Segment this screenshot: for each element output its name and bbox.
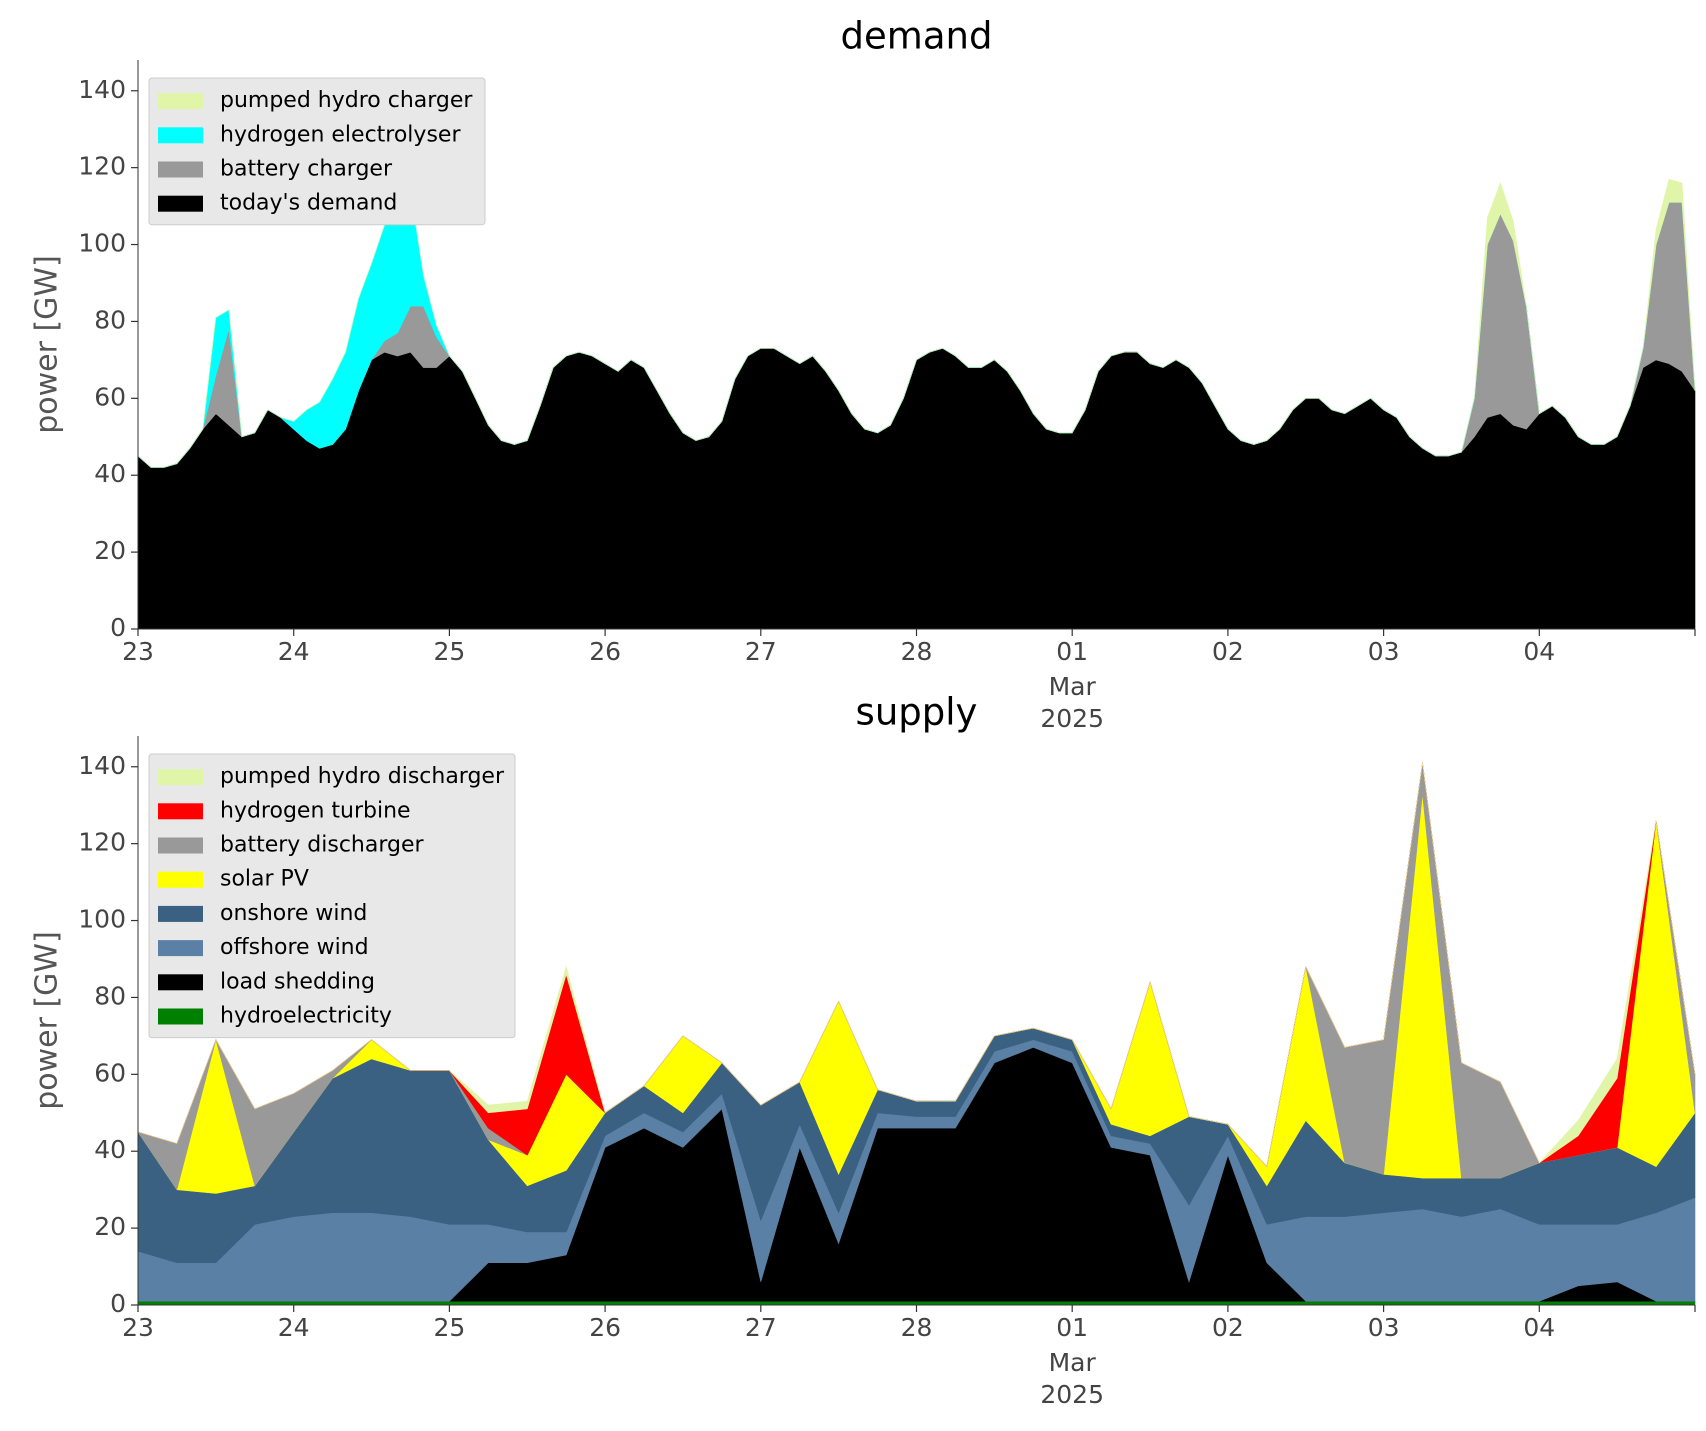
x-tick-label: 04 — [1523, 637, 1555, 666]
legend-label: offshore wind — [220, 935, 369, 960]
x-tick-label: 03 — [1368, 637, 1400, 666]
legend-swatch — [158, 93, 203, 110]
x-tick-label: 01 — [1056, 1313, 1088, 1342]
legend-label: pumped hydro discharger — [220, 764, 505, 789]
chart-title: demand — [841, 15, 993, 58]
legend-swatch — [158, 974, 203, 991]
legend-label: hydroelectricity — [220, 1004, 392, 1029]
x-tick-label: 23 — [122, 1313, 154, 1342]
legend-swatch — [158, 161, 203, 178]
legend-label: pumped hydro charger — [220, 88, 473, 113]
y-tick-label: 40 — [94, 1135, 126, 1164]
legend-label: battery charger — [220, 157, 393, 182]
legend-label: solar PV — [220, 867, 309, 892]
y-tick-label: 120 — [78, 828, 126, 857]
legend-swatch — [158, 837, 203, 854]
y-tick-label: 60 — [94, 382, 126, 411]
y-tick-label: 100 — [78, 905, 126, 934]
x-tick-label: 01 — [1056, 637, 1088, 666]
x-tick-sublabel: 2025 — [1040, 1380, 1104, 1409]
y-tick-label: 0 — [110, 1289, 126, 1318]
legend-swatch — [158, 195, 203, 212]
legend-label: hydrogen electrolyser — [220, 122, 461, 147]
x-tick-sublabel: Mar — [1049, 1348, 1097, 1377]
legend: pumped hydro charger hydrogen electrolyse… — [148, 77, 486, 226]
x-tick-label: 28 — [901, 637, 933, 666]
area-pumped-hydro-charger — [137, 178, 1696, 468]
x-tick-label: 03 — [1368, 1313, 1400, 1342]
x-tick-label: 27 — [745, 637, 777, 666]
legend-swatch — [158, 940, 203, 957]
y-tick-label: 60 — [94, 1058, 126, 1087]
legend-box — [148, 753, 516, 1039]
y-tick-label: 100 — [78, 229, 126, 258]
area-today-s-demand — [137, 347, 1696, 630]
y-tick-label: 40 — [94, 459, 126, 488]
x-tick-label: 24 — [278, 1313, 310, 1342]
x-tick-label: 25 — [433, 637, 465, 666]
legend-swatch — [158, 905, 203, 922]
legend-label: hydrogen turbine — [220, 798, 411, 823]
x-tick-sublabel: 2025 — [1040, 704, 1104, 733]
chart-title: supply — [856, 691, 978, 734]
y-tick-label: 80 — [94, 305, 126, 334]
y-tick-label: 20 — [94, 536, 126, 565]
y-axis-label: power [GW] — [30, 255, 65, 434]
legend-swatch — [158, 1008, 203, 1025]
y-tick-label: 120 — [78, 152, 126, 181]
legend-swatch — [158, 871, 203, 888]
x-tick-label: 25 — [433, 1313, 465, 1342]
legend-label: onshore wind — [220, 901, 367, 926]
area-pumped-hydro-discharger — [137, 762, 1696, 1168]
legend-box — [148, 77, 486, 226]
x-tick-label: 02 — [1212, 1313, 1244, 1342]
y-tick-label: 140 — [78, 75, 126, 104]
y-tick-label: 80 — [94, 981, 126, 1010]
x-tick-label: 24 — [278, 637, 310, 666]
legend-label: load shedding — [220, 969, 375, 994]
x-tick-label: 26 — [589, 1313, 621, 1342]
x-tick-label: 23 — [122, 637, 154, 666]
area-hydroelectricity — [137, 1300, 1696, 1306]
legend-swatch — [158, 127, 203, 144]
legend-label: today's demand — [220, 191, 397, 216]
x-tick-label: 26 — [589, 637, 621, 666]
x-tick-sublabel: Mar — [1049, 672, 1097, 701]
legend-swatch — [158, 803, 203, 820]
x-tick-label: 04 — [1523, 1313, 1555, 1342]
legend: pumped hydro discharger hydrogen turbine b… — [148, 753, 516, 1039]
x-tick-label: 27 — [745, 1313, 777, 1342]
legend-swatch — [158, 769, 203, 786]
legend-label: battery discharger — [220, 833, 425, 858]
y-tick-label: 20 — [94, 1212, 126, 1241]
y-tick-label: 140 — [78, 751, 126, 780]
y-axis-label: power [GW] — [30, 931, 65, 1110]
x-tick-label: 28 — [901, 1313, 933, 1342]
y-tick-label: 0 — [110, 613, 126, 642]
x-tick-label: 02 — [1212, 637, 1244, 666]
